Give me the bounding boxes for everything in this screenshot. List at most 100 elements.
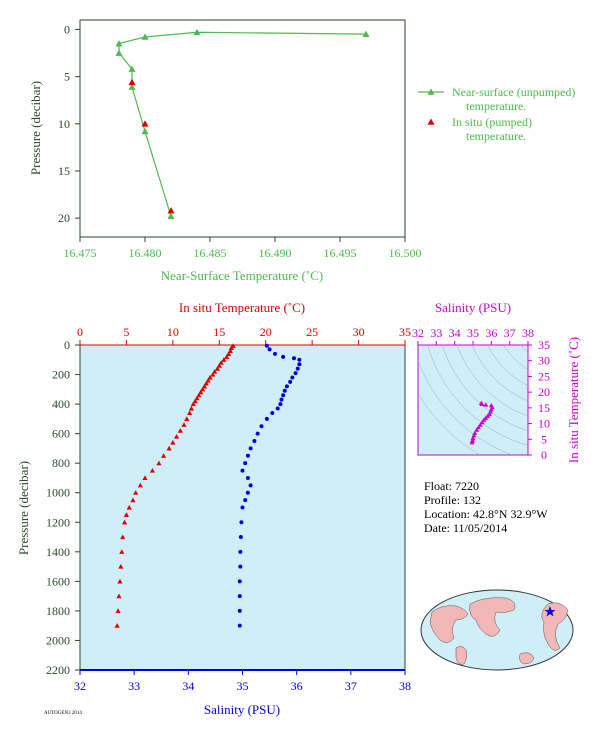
temperature-point — [225, 351, 232, 356]
temperature-point — [142, 475, 148, 481]
profile-ytick-label: 2200 — [46, 663, 70, 677]
ts-point — [476, 424, 481, 430]
ts-temp-tick-label: 20 — [538, 385, 550, 399]
temperature-point — [196, 392, 202, 398]
profile-sal-tick-label: 38 — [399, 679, 411, 693]
top-ytick-label: 0 — [64, 22, 70, 36]
salinity-point — [248, 483, 253, 488]
profile-temp-tick-label: 15 — [213, 325, 225, 339]
salinity-point — [237, 579, 242, 584]
ts-point — [479, 401, 485, 407]
temperature-point — [149, 467, 156, 473]
top-xtick-label: 16.500 — [389, 246, 422, 260]
top-xtick-label: 16.475 — [64, 246, 97, 260]
profile-sal-tick-label: 37 — [345, 679, 357, 693]
temperature-point — [123, 512, 130, 517]
top-plot-frame — [79, 19, 406, 238]
ts-temp-tick-label: 0 — [541, 448, 547, 462]
temperature-point — [115, 608, 121, 613]
profile-sal-tick-label: 32 — [74, 679, 86, 693]
temperature-point — [173, 433, 180, 439]
top-xtick-label: 16.480 — [129, 246, 162, 260]
salinity-point — [248, 446, 253, 451]
top-ticks: 16.475 16.480 16.485 16.490 16.495 16.500 0 5 10… — [58, 22, 422, 260]
temperature-point — [186, 410, 193, 416]
salinity-point — [240, 505, 245, 510]
temperature-point — [205, 377, 211, 383]
ts-sal-tick-label: 32 — [412, 326, 424, 340]
temperature-point — [216, 363, 222, 368]
profile-ytick-label: 1000 — [46, 486, 70, 500]
ts-sal-tick-label: 33 — [430, 326, 442, 340]
temperature-point — [218, 360, 224, 365]
salinity-point — [275, 406, 280, 411]
in-situ-point — [141, 120, 149, 127]
profile-temp-tick-label: 10 — [167, 325, 179, 339]
temperature-point — [210, 371, 216, 377]
salinity-point — [245, 490, 250, 495]
ts-sal-tick-label: 34 — [449, 326, 461, 340]
profile-bottom-label: Salinity (PSU) — [204, 702, 280, 717]
temperature-point — [212, 368, 218, 374]
salinity-point — [245, 475, 250, 480]
salinity-point — [278, 402, 283, 407]
temperature-point — [177, 428, 183, 433]
near-surface-point — [362, 30, 370, 37]
profile-top-label: In situ Temperature (˚C) — [179, 300, 305, 315]
legend-label-near-surface-2: temperature. — [466, 99, 526, 113]
salinity-point — [288, 379, 293, 384]
profile-temp-tick-label: 5 — [123, 325, 129, 339]
ts-temp-tick-label: 30 — [538, 354, 550, 368]
profile-ticks: 0 5 10 15 20 25 30 35 32 33 34 35 36 37 38 0 200 400 600 80… — [46, 325, 411, 693]
ts-sal-tick-label: 37 — [504, 326, 516, 340]
profile-ylabel: Pressure (decibar) — [16, 461, 31, 555]
profile-ytick-label: 600 — [52, 427, 70, 441]
salinity-point — [273, 351, 277, 356]
temperature-point — [201, 383, 208, 389]
ts-isopycnal — [534, 271, 601, 339]
salinity-point — [238, 549, 243, 554]
profile-ytick-label: 1200 — [46, 515, 70, 529]
top-xlabel: Near-Surface Temperature (˚C) — [161, 268, 323, 283]
profile-temp-tick-label: 30 — [353, 325, 365, 339]
temperature-point — [119, 549, 125, 554]
salinity-point — [238, 535, 243, 540]
salinity-point — [270, 410, 275, 415]
temperature-point — [170, 439, 176, 445]
salinity-point — [282, 388, 287, 393]
info-location: Location: 42.8°N 32.9°W — [424, 507, 548, 521]
temperature-point — [130, 497, 136, 503]
temperature-point — [166, 445, 172, 451]
profile-series — [114, 343, 302, 628]
temperature-point — [117, 578, 123, 584]
ts-temp-tick-label: 5 — [541, 432, 547, 446]
ts-isopycnal — [548, 285, 588, 325]
salinity-point — [252, 439, 257, 444]
top-ytick-label: 20 — [58, 211, 70, 225]
salinity-point — [290, 375, 295, 380]
ts-point — [469, 440, 475, 445]
top-ytick-label: 5 — [64, 70, 70, 84]
salinity-point — [279, 397, 284, 402]
ts-sal-tick-label: 36 — [485, 326, 497, 340]
top-legend: Near-surface (unpumped)temperature.In si… — [418, 85, 575, 143]
temperature-point — [194, 395, 200, 401]
salinity-point — [291, 356, 296, 361]
salinity-point — [281, 393, 286, 398]
temperature-point — [224, 354, 230, 359]
top-xtick-label: 16.485 — [194, 246, 227, 260]
salinity-point — [264, 343, 269, 348]
temperature-point — [133, 490, 139, 495]
ts-right-label: In situ Temperature (˚C) — [566, 337, 581, 463]
temperature-point — [156, 460, 162, 466]
legend-label-near-surface-1: Near-surface (unpumped) — [452, 85, 575, 99]
ts-point — [481, 417, 487, 422]
info-float: Float: 7220 — [424, 479, 479, 493]
salinity-point — [284, 384, 289, 389]
salinity-point — [239, 520, 244, 525]
profile-sal-tick-label: 35 — [237, 679, 249, 693]
profile-sal-tick-label: 33 — [128, 679, 140, 693]
top-ylabel: Pressure (decibar) — [28, 81, 43, 175]
